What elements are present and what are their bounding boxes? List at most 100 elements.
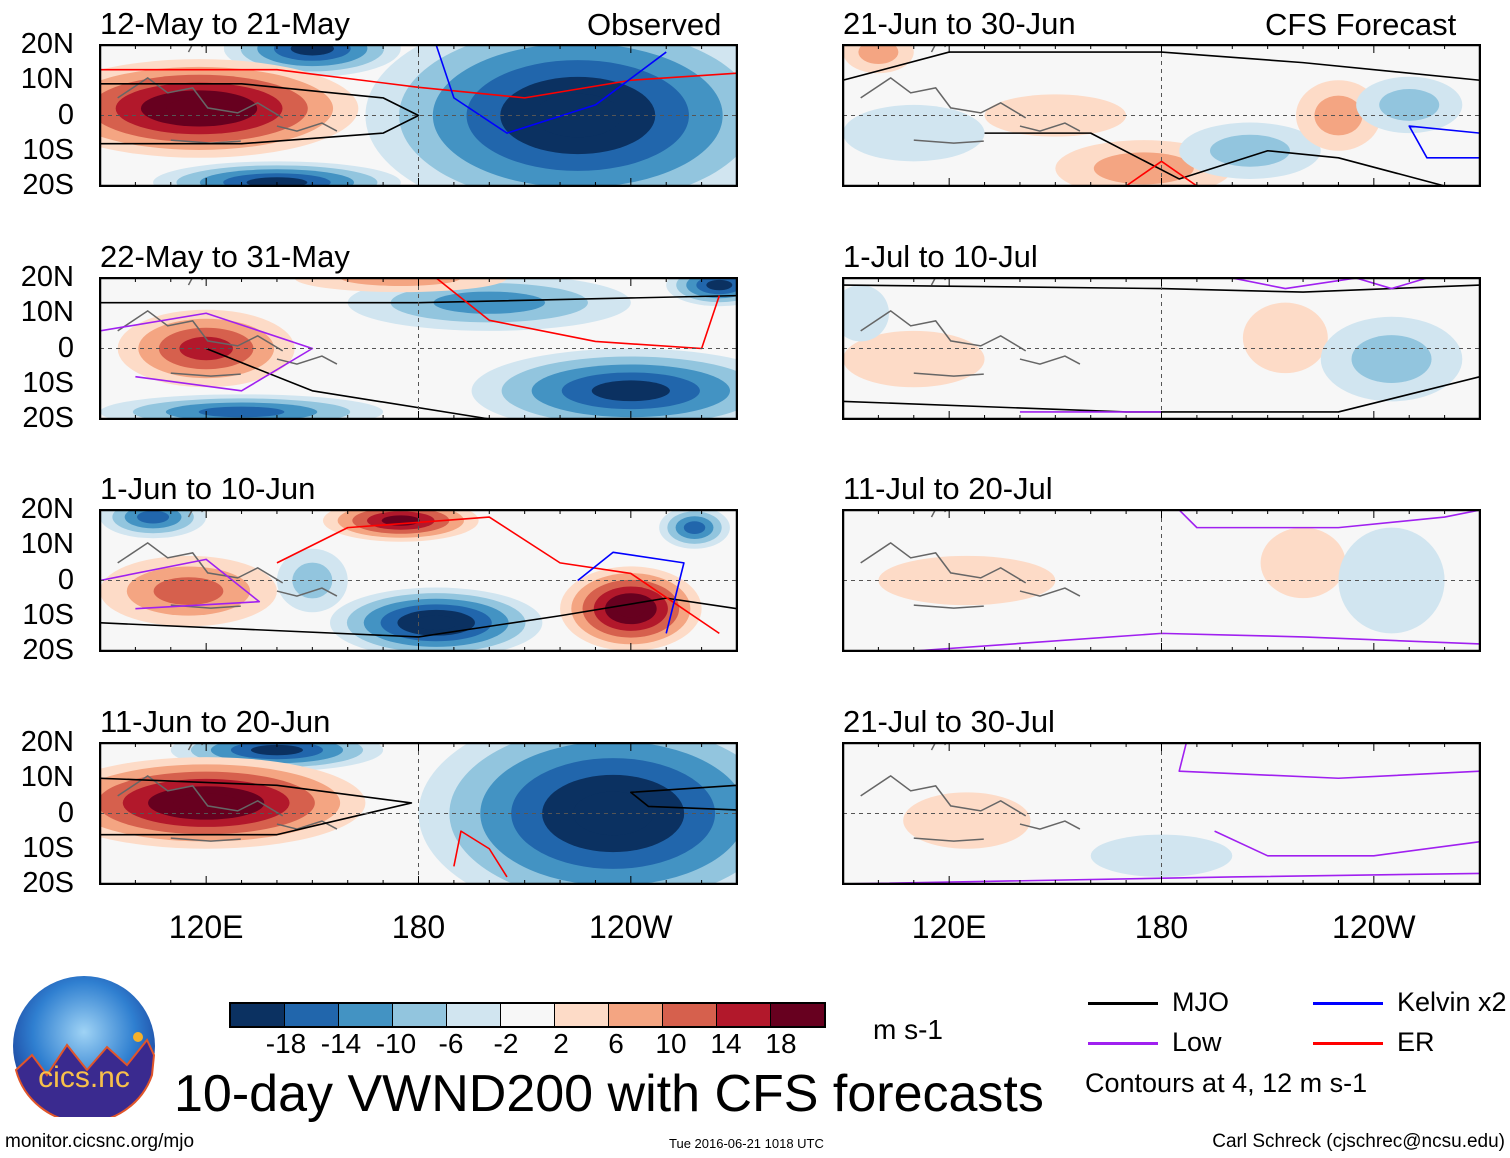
colorbar xyxy=(229,1002,826,1028)
anomaly-shading xyxy=(844,285,889,342)
contour-mjo xyxy=(101,777,413,836)
colorbar-units: m s-1 xyxy=(873,1014,943,1045)
panel-frame xyxy=(99,742,738,885)
contour-low xyxy=(1178,744,1481,780)
coastline xyxy=(860,46,1081,144)
lat-tick-label: 20N xyxy=(20,28,74,60)
legend-label: Low xyxy=(1172,1027,1222,1057)
contour-er xyxy=(101,68,738,99)
anomaly-shading xyxy=(533,93,622,138)
anomaly-shading xyxy=(290,46,335,56)
lat-tick-label: 20S xyxy=(22,402,74,434)
lat-tick-label: 20N xyxy=(20,726,74,758)
contour-low xyxy=(1179,511,1480,529)
contour-kelvin xyxy=(435,46,667,134)
lon-tick-label: 120W xyxy=(589,909,673,945)
anomaly-shading xyxy=(683,521,706,535)
anomaly-shading xyxy=(858,46,899,65)
colorbar-swatch xyxy=(392,1004,446,1026)
contour-low xyxy=(913,632,1481,652)
map-panel-forecast xyxy=(842,509,1481,652)
coastline xyxy=(117,279,338,377)
anomaly-shading xyxy=(616,599,646,618)
colorbar-tick-label: 18 xyxy=(765,1028,797,1059)
logo-text: cics.nc xyxy=(38,1061,130,1094)
contour-kelvin xyxy=(577,551,685,634)
contour-mjo xyxy=(984,132,1445,187)
panel-title: 11-Jul to 20-Jul xyxy=(843,471,1053,506)
lat-tick-label: 20S xyxy=(22,634,74,666)
lat-tick-label: 10N xyxy=(20,761,74,794)
contour-low xyxy=(1214,830,1481,857)
map-panel-forecast xyxy=(842,277,1481,420)
colorbar-tick-label: -10 xyxy=(375,1028,417,1059)
map-panel-forecast xyxy=(842,742,1481,885)
colorbar-swatch xyxy=(338,1004,392,1026)
cics-logo: cics.nc xyxy=(12,975,157,1124)
forecast-label: CFS Forecast xyxy=(1265,7,1457,42)
map-panel-forecast xyxy=(842,44,1481,187)
legend-label: Kelvin x2 xyxy=(1397,987,1507,1017)
map-panel-observed xyxy=(99,277,738,420)
panel-title: 12-May to 21-May xyxy=(100,6,350,41)
colorbar-tick-label: 6 xyxy=(608,1028,624,1059)
colorbar-swatch xyxy=(554,1004,608,1026)
map-panel-observed xyxy=(99,44,738,187)
contour-er xyxy=(276,516,720,635)
colorbar-swatch xyxy=(716,1004,770,1026)
panel-frame xyxy=(99,44,738,187)
contour-low xyxy=(101,558,261,610)
contour-er xyxy=(453,830,508,878)
legend-line-3 xyxy=(1313,1042,1383,1045)
anomaly-shading xyxy=(250,744,303,756)
contour-low xyxy=(844,872,1481,885)
anomaly-shading xyxy=(706,279,733,291)
anomaly-shading xyxy=(1209,134,1290,167)
map-panel-observed xyxy=(99,742,738,885)
panel-frame xyxy=(842,509,1481,652)
coastline xyxy=(860,279,1081,377)
lat-tick-label: 0 xyxy=(57,563,74,596)
lat-tick-label: 10S xyxy=(22,598,74,631)
colorbar-tick-label: 14 xyxy=(710,1028,742,1059)
contour-mjo xyxy=(205,347,490,420)
coastline xyxy=(117,511,338,609)
map-panel-observed xyxy=(99,509,738,652)
lat-tick-label: 20S xyxy=(22,867,74,899)
lat-tick-label: 10N xyxy=(20,63,74,96)
colorbar-swatch xyxy=(446,1004,500,1026)
panel-frame xyxy=(99,277,738,420)
lat-tick-label: 10N xyxy=(20,528,74,561)
credit: Carl Schreck (cjschrec@ncsu.edu) xyxy=(1212,1131,1505,1152)
panel-title: 21-Jul to 30-Jul xyxy=(843,704,1055,739)
colorbar-tick-label: -2 xyxy=(493,1028,519,1059)
lat-tick-label: 0 xyxy=(57,98,74,131)
lat-tick-label: 10S xyxy=(22,831,74,864)
lon-tick-label: 120W xyxy=(1332,909,1416,945)
anomaly-shading xyxy=(1260,527,1346,599)
panel-frame xyxy=(842,277,1481,420)
contour-note: Contours at 4, 12 m s-1 xyxy=(1085,1068,1368,1098)
anomaly-shading xyxy=(984,94,1127,137)
anomaly-shading xyxy=(1314,95,1363,136)
lat-tick-label: 0 xyxy=(57,331,74,364)
coastline xyxy=(860,511,1081,609)
colorbar-tick-label: -6 xyxy=(438,1028,464,1059)
colorbar-tick-label: -18 xyxy=(265,1028,307,1059)
colorbar-swatch xyxy=(284,1004,338,1026)
anomaly-shading xyxy=(1093,152,1194,185)
lon-tick-label: 120E xyxy=(168,909,244,945)
contour-low xyxy=(101,312,314,392)
legend-line-1 xyxy=(1313,1002,1383,1005)
figure-title: 10-day VWND200 with CFS forecasts xyxy=(174,1065,1044,1123)
panel-frame xyxy=(99,509,738,652)
legend-label: MJO xyxy=(1172,987,1229,1017)
lat-tick-label: 20N xyxy=(20,493,74,525)
anomaly-shading xyxy=(153,577,224,605)
source-url[interactable]: monitor.cicsnc.org/mjo xyxy=(5,1131,195,1152)
panel-title: 21-Jun to 30-Jun xyxy=(843,6,1076,41)
anomaly-shading xyxy=(844,330,985,388)
anomaly-shading xyxy=(1338,527,1445,634)
anomaly-shading xyxy=(903,792,1031,849)
